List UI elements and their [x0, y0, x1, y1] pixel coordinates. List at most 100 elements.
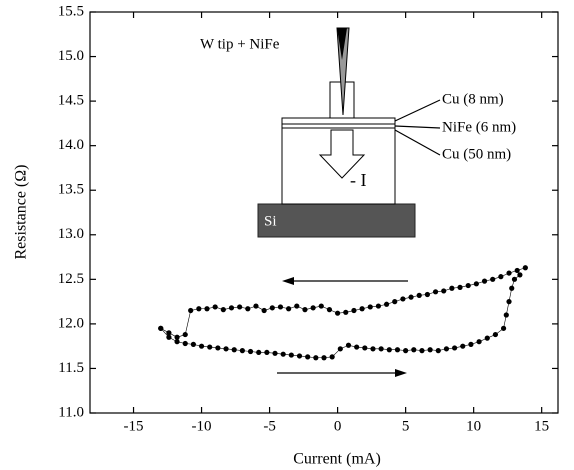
data-point: [294, 303, 300, 309]
data-point: [264, 349, 270, 356]
data-point: [326, 307, 333, 313]
data-point: [517, 272, 523, 278]
data-point: [166, 330, 172, 336]
arrow-head: [282, 277, 294, 285]
x-tick-label: -15: [124, 418, 144, 434]
w-tip-dark: [337, 28, 347, 60]
data-point: [321, 355, 327, 361]
data-point: [441, 288, 447, 294]
data-point: [277, 304, 284, 310]
data-point: [182, 331, 188, 338]
data-point: [514, 267, 520, 274]
data-point: [506, 299, 512, 305]
data-point: [351, 307, 357, 314]
arrow-head: [395, 369, 407, 377]
data-point: [403, 348, 409, 354]
data-point: [231, 347, 237, 353]
annotation: Si: [264, 213, 277, 229]
data-point: [427, 347, 433, 353]
data-point: [416, 292, 422, 298]
si-substrate: [257, 203, 416, 238]
y-tick-label: 12.0: [58, 315, 84, 331]
data-point: [310, 305, 316, 311]
data-point: [174, 334, 180, 340]
annotation: Cu (8 nm): [442, 91, 504, 107]
data-point: [228, 305, 235, 311]
data-point: [335, 310, 341, 316]
data-point: [253, 303, 259, 309]
data-point: [237, 304, 243, 310]
data-point: [188, 307, 194, 314]
annotation: NiFe (6 nm): [442, 119, 516, 135]
data-point: [305, 354, 311, 360]
x-tick-label: -10: [192, 418, 212, 434]
data-point: [269, 305, 275, 311]
y-tick-label: 14.0: [58, 137, 84, 153]
data-point: [367, 304, 373, 310]
data-point: [158, 325, 164, 331]
data-point: [220, 307, 226, 313]
y-axis-label: Resistance (Ω): [13, 165, 30, 260]
connecting-line: [160, 267, 526, 338]
annotation: Cu (50 nm): [442, 146, 511, 162]
y-tick-label: 14.5: [58, 93, 84, 109]
data-point: [506, 270, 512, 276]
data-point: [424, 291, 430, 298]
data-point: [247, 348, 254, 355]
data-point: [313, 355, 319, 361]
data-point: [457, 284, 463, 290]
data-point: [212, 304, 218, 310]
annotation: - I: [350, 170, 367, 190]
data-point: [375, 303, 382, 309]
data-point: [261, 307, 267, 314]
x-tick-label: 10: [466, 418, 481, 434]
y-tick-label: 12.5: [58, 271, 84, 287]
data-point: [302, 307, 308, 313]
data-point: [490, 276, 496, 282]
data-point: [411, 347, 417, 353]
data-point: [343, 309, 349, 315]
data-point: [207, 344, 213, 350]
y-tick-label: 11.0: [58, 404, 84, 420]
data-point: [166, 334, 172, 340]
y-tick-label: 15.0: [58, 48, 84, 64]
x-tick-label: 15: [534, 418, 549, 434]
data-point: [370, 346, 376, 352]
leader-line: [394, 129, 441, 156]
x-tick-label: -5: [263, 418, 276, 434]
data-point: [286, 306, 292, 312]
data-point: [481, 278, 488, 284]
y-tick-label: 13.5: [58, 182, 84, 198]
data-point: [443, 346, 450, 352]
data-point: [498, 274, 504, 280]
data-point: [362, 345, 368, 351]
data-point: [522, 265, 528, 271]
current-arrow: [318, 129, 366, 179]
data-point: [223, 346, 229, 352]
data-point: [432, 289, 439, 295]
data-point: [386, 347, 392, 353]
data-point: [378, 346, 384, 352]
data-point: [465, 282, 471, 289]
annotation: W tip + NiFe: [200, 36, 280, 52]
x-tick-label: 0: [334, 418, 342, 434]
data-point: [435, 348, 441, 354]
data-point: [449, 285, 455, 291]
data-point: [400, 296, 406, 302]
connecting-line: [160, 274, 521, 359]
data-point: [196, 306, 202, 312]
data-point: [329, 354, 335, 360]
data-point: [452, 345, 458, 351]
data-point: [476, 339, 482, 345]
data-point: [509, 285, 515, 291]
data-point: [492, 331, 499, 338]
data-point: [318, 303, 324, 309]
data-point: [359, 306, 365, 312]
data-point: [245, 306, 251, 312]
data-point: [256, 349, 262, 356]
x-tick-label: 5: [402, 418, 410, 434]
leader-line: [394, 99, 441, 122]
data-point: [394, 347, 401, 353]
leader-line: [394, 125, 441, 129]
